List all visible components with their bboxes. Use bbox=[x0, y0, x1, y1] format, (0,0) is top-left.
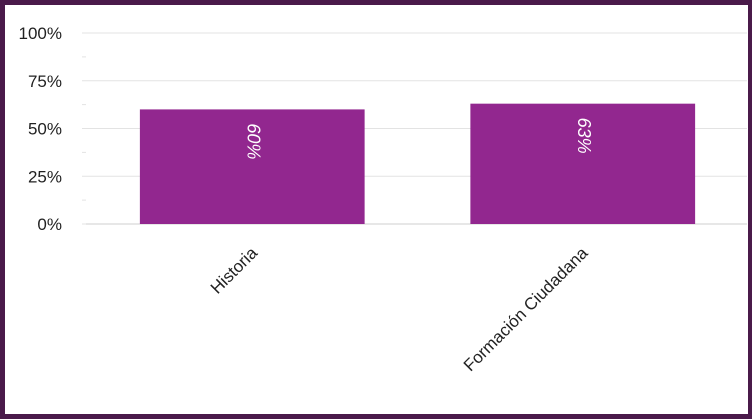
bars bbox=[139, 103, 696, 224]
y-tick-label: 0% bbox=[37, 215, 62, 234]
category-label: Formación Ciudadana bbox=[460, 243, 592, 375]
y-tick-label: 50% bbox=[28, 120, 62, 139]
y-tick-label: 100% bbox=[19, 24, 62, 43]
y-tick-label: 75% bbox=[28, 72, 62, 91]
data-label: 63% bbox=[574, 118, 594, 154]
bar bbox=[470, 103, 696, 224]
y-axis-ticks: 0% 25% 50% 75% 100% bbox=[19, 24, 86, 234]
x-axis-categories: Historia Formación Ciudadana bbox=[207, 243, 592, 375]
category-label: Historia bbox=[207, 243, 262, 298]
bar bbox=[139, 109, 365, 224]
data-labels: 60% 63% bbox=[244, 118, 595, 160]
y-tick-label: 25% bbox=[28, 167, 62, 186]
data-label: 60% bbox=[244, 123, 264, 159]
